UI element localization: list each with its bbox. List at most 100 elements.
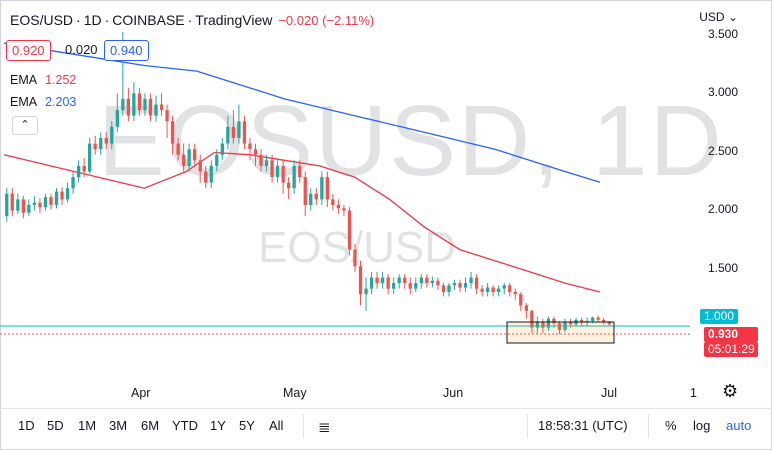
- candle-body[interactable]: [220, 143, 224, 155]
- candle-body[interactable]: [242, 121, 247, 144]
- candle-body[interactable]: [82, 165, 86, 172]
- candle-body[interactable]: [143, 98, 147, 111]
- candle-body[interactable]: [298, 165, 302, 178]
- candle-body[interactable]: [502, 285, 506, 289]
- candle-body[interactable]: [132, 93, 136, 116]
- candle-body[interactable]: [557, 323, 562, 330]
- candle-body[interactable]: [441, 285, 446, 292]
- candle-body[interactable]: [281, 165, 285, 183]
- ema-fast-line[interactable]: [3, 151, 601, 293]
- ema-legend-slow[interactable]: EMA 2.203: [10, 95, 76, 109]
- candle-body[interactable]: [524, 305, 528, 311]
- candle-body[interactable]: [403, 277, 407, 284]
- candle-body[interactable]: [193, 149, 197, 161]
- candle-body[interactable]: [110, 126, 114, 144]
- candle-body[interactable]: [43, 197, 48, 208]
- candle-body[interactable]: [287, 182, 291, 189]
- candle-body[interactable]: [88, 143, 92, 172]
- timeframe-5d[interactable]: 5D: [47, 418, 64, 433]
- interval-label[interactable]: 1D: [83, 12, 102, 28]
- candle-body[interactable]: [99, 138, 103, 150]
- candle-body[interactable]: [408, 283, 412, 289]
- candle-body[interactable]: [474, 277, 479, 289]
- candle-body[interactable]: [463, 283, 468, 288]
- candle-body[interactable]: [497, 288, 501, 292]
- currency-selector[interactable]: USD ⌄: [699, 10, 738, 24]
- candle-body[interactable]: [314, 193, 318, 200]
- candle-body[interactable]: [458, 283, 462, 288]
- candle-body[interactable]: [148, 98, 153, 116]
- candle-body[interactable]: [204, 171, 208, 183]
- candle-body[interactable]: [397, 277, 401, 284]
- candle-body[interactable]: [198, 160, 202, 172]
- candle-body[interactable]: [21, 199, 25, 213]
- candle-body[interactable]: [226, 126, 230, 144]
- candle-body[interactable]: [591, 317, 595, 321]
- candle-body[interactable]: [121, 98, 125, 111]
- candle-body[interactable]: [309, 193, 313, 205]
- candle-body[interactable]: [596, 317, 600, 320]
- candle-body[interactable]: [480, 288, 484, 292]
- candle-body[interactable]: [275, 165, 280, 178]
- collapse-legend-button[interactable]: ⌃: [12, 116, 38, 135]
- timeframe-1d[interactable]: 1D: [18, 418, 35, 433]
- candle-body[interactable]: [320, 177, 324, 200]
- candle-body[interactable]: [16, 199, 20, 211]
- ema-legend-fast[interactable]: EMA 1.252: [10, 73, 76, 87]
- settings-gear-icon[interactable]: ⚙: [722, 381, 739, 401]
- candle-body[interactable]: [436, 280, 440, 286]
- candle-body[interactable]: [447, 285, 451, 292]
- timeframe-1m[interactable]: 1M: [78, 418, 97, 433]
- percent-scale-button[interactable]: %: [665, 418, 677, 433]
- candle-body[interactable]: [292, 165, 296, 189]
- utc-clock[interactable]: 18:58:31 (UTC): [538, 418, 628, 433]
- candle-body[interactable]: [508, 285, 512, 292]
- symbol-name[interactable]: EOS/USD: [10, 12, 74, 28]
- candle-body[interactable]: [264, 160, 269, 166]
- candle-body[interactable]: [115, 110, 119, 127]
- candle-body[interactable]: [491, 287, 495, 293]
- candle-body[interactable]: [541, 322, 545, 328]
- candle-body[interactable]: [607, 322, 611, 325]
- candle-body[interactable]: [71, 177, 75, 189]
- candle-body[interactable]: [392, 283, 396, 289]
- candle-body[interactable]: [513, 292, 517, 295]
- candle-body[interactable]: [414, 283, 418, 289]
- candle-body[interactable]: [347, 210, 352, 250]
- sell-price-box[interactable]: 0.920: [6, 40, 51, 61]
- candle-body[interactable]: [358, 266, 363, 295]
- candle-body[interactable]: [126, 98, 130, 116]
- log-scale-button[interactable]: log: [693, 418, 711, 433]
- candle-body[interactable]: [579, 319, 584, 323]
- candle-body[interactable]: [49, 197, 53, 205]
- candle-body[interactable]: [331, 199, 335, 205]
- candle-body[interactable]: [452, 283, 457, 286]
- candle-body[interactable]: [54, 191, 59, 205]
- candle-body[interactable]: [430, 280, 434, 283]
- candle-body[interactable]: [375, 277, 379, 284]
- candle-body[interactable]: [248, 143, 252, 150]
- candle-body[interactable]: [425, 277, 429, 284]
- candle-body[interactable]: [27, 204, 31, 213]
- candle-body[interactable]: [336, 204, 340, 209]
- candle-body[interactable]: [5, 193, 9, 217]
- candle-body[interactable]: [38, 202, 42, 208]
- candle-body[interactable]: [519, 294, 523, 306]
- candle-body[interactable]: [253, 149, 258, 155]
- candle-body[interactable]: [10, 193, 14, 211]
- candle-body[interactable]: [552, 318, 556, 324]
- candle-body[interactable]: [154, 104, 158, 116]
- candle-body[interactable]: [209, 165, 213, 183]
- auto-scale-button[interactable]: auto: [726, 418, 752, 433]
- candle-body[interactable]: [381, 277, 385, 284]
- candle-body[interactable]: [182, 154, 186, 166]
- candle-body[interactable]: [386, 277, 390, 289]
- timeframe-6m[interactable]: 6M: [141, 418, 160, 433]
- candle-body[interactable]: [602, 319, 606, 323]
- candle-body[interactable]: [237, 121, 241, 138]
- candle-body[interactable]: [530, 310, 534, 328]
- candle-body[interactable]: [137, 93, 142, 111]
- candle-body[interactable]: [231, 126, 235, 138]
- candle-body[interactable]: [60, 191, 64, 200]
